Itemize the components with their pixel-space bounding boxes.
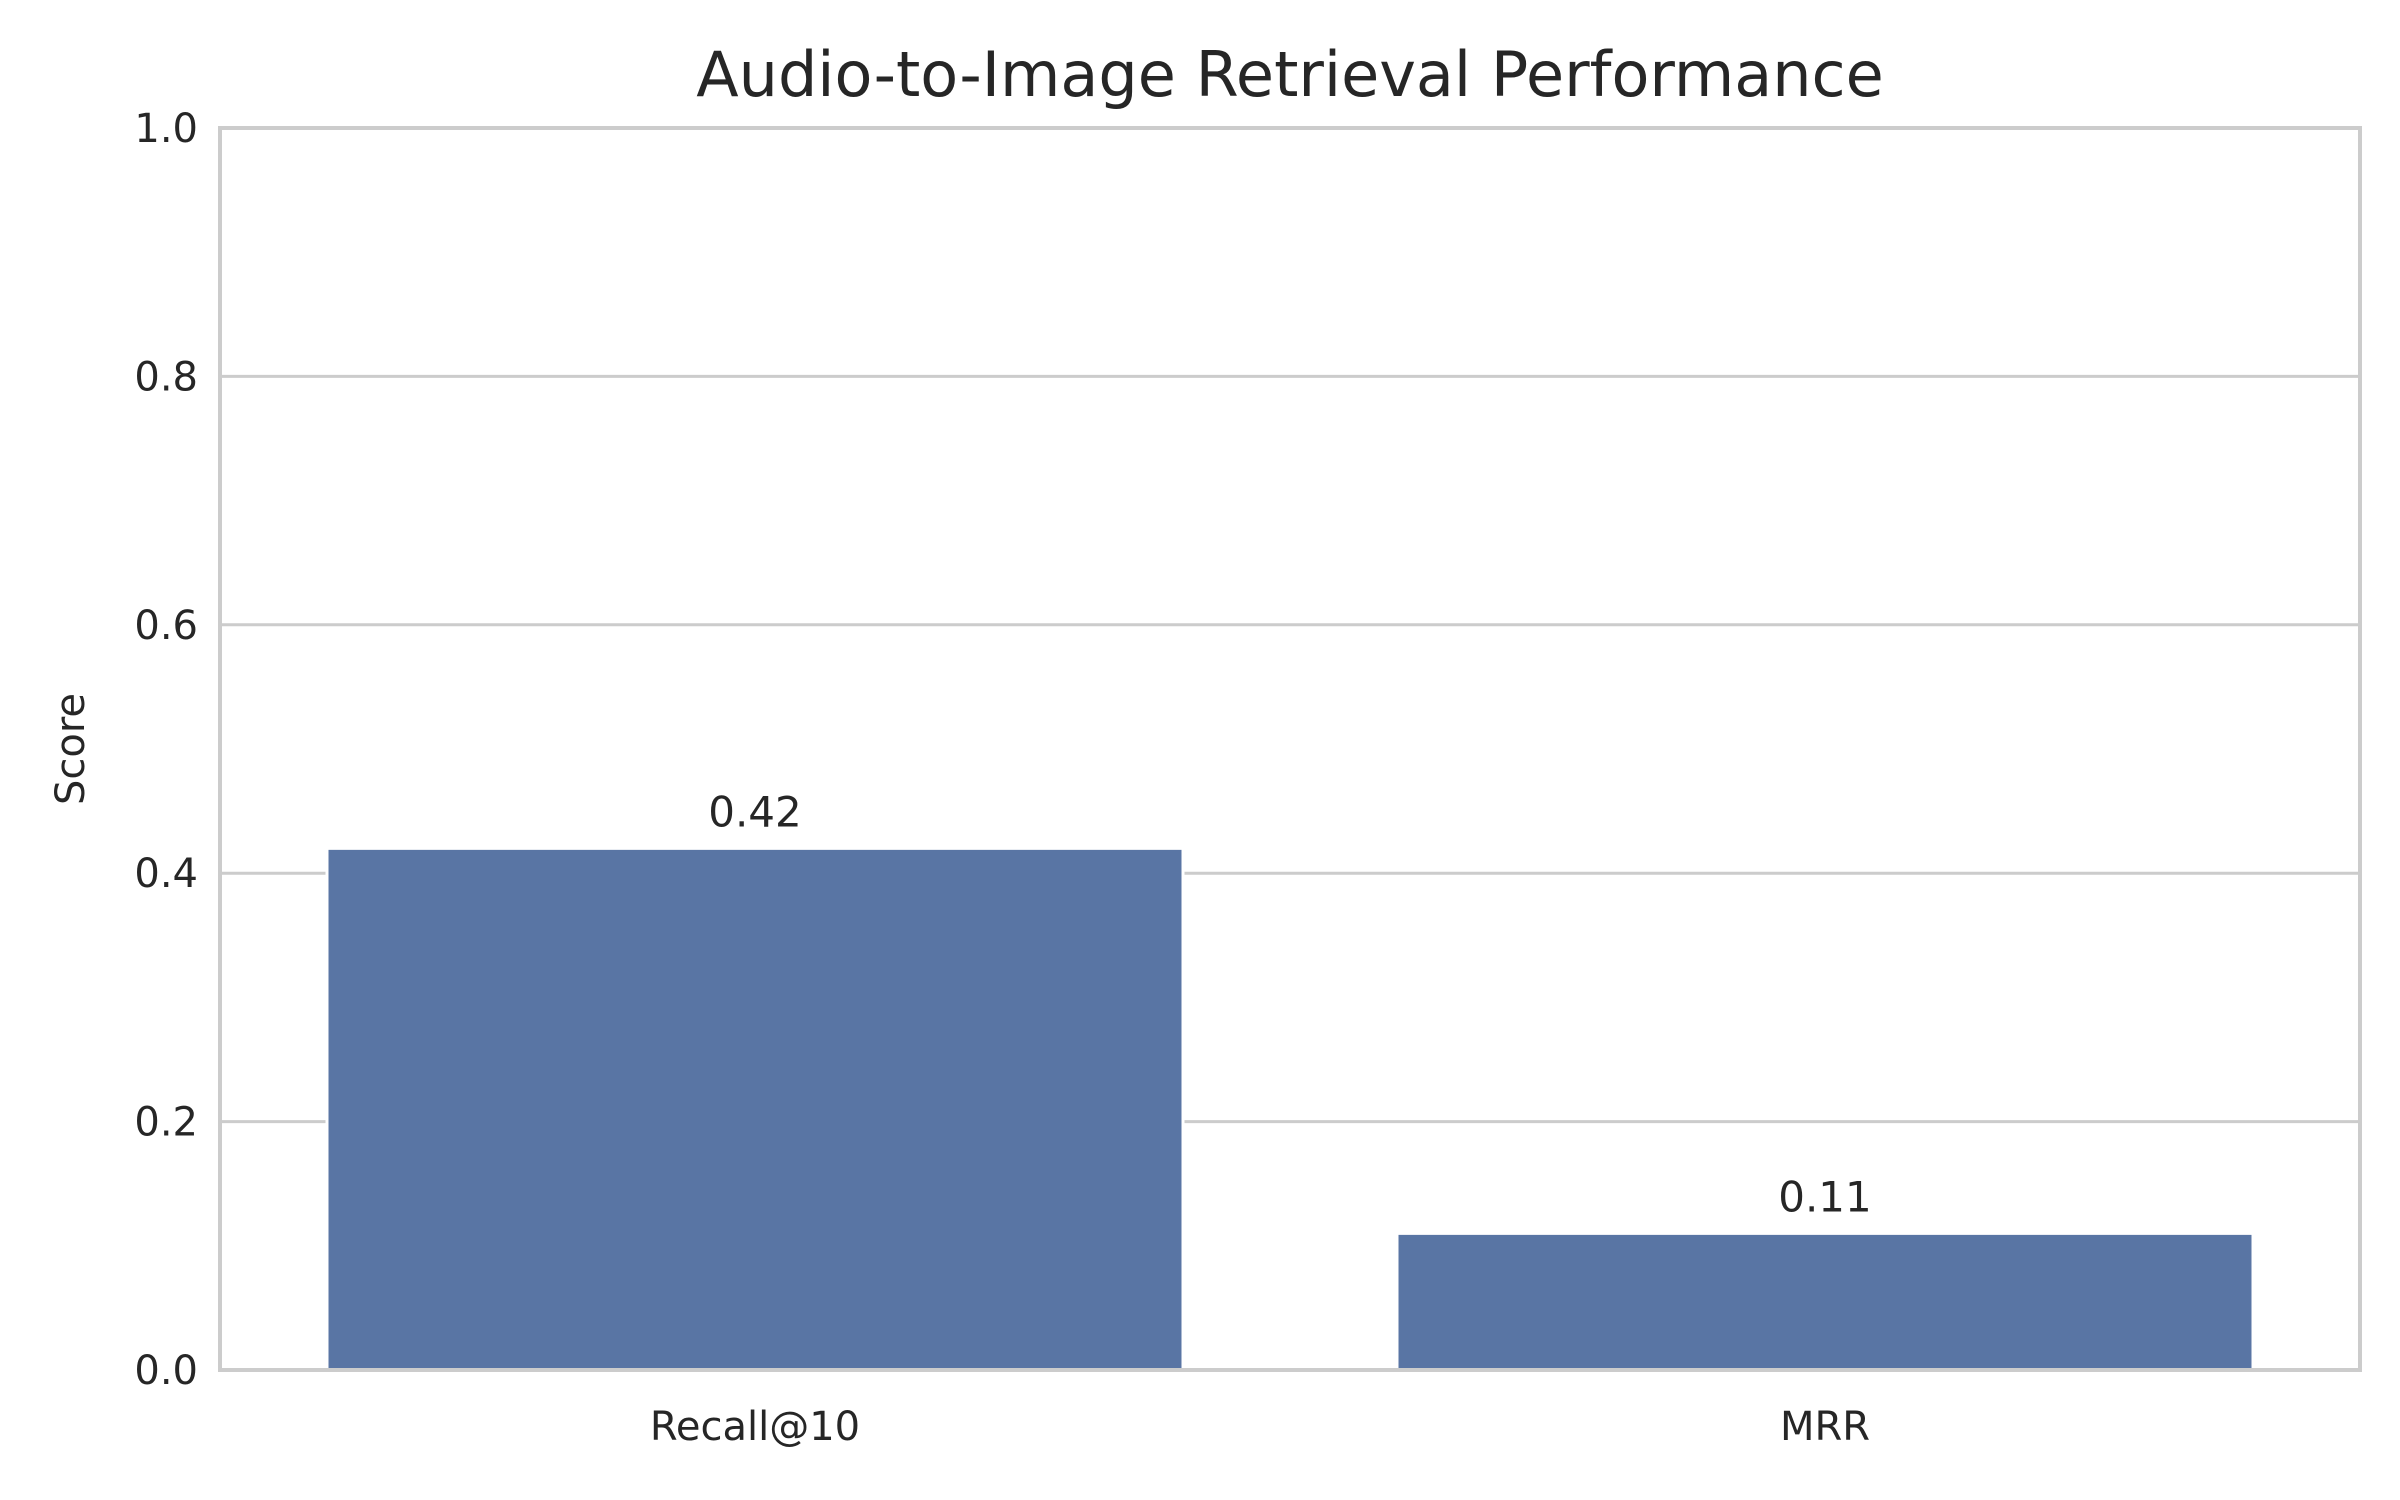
y-tick-label: 0.0 bbox=[134, 1348, 198, 1394]
y-tick-label: 0.8 bbox=[134, 354, 198, 400]
y-tick-label: 0.2 bbox=[134, 1100, 198, 1146]
bar-value-label: 0.11 bbox=[1778, 1172, 1872, 1221]
bar-value-label: 0.42 bbox=[708, 787, 802, 836]
bar bbox=[325, 846, 1185, 1372]
x-tick-label: MRR bbox=[1780, 1404, 1870, 1450]
y-tick-label: 0.4 bbox=[134, 851, 198, 897]
bar bbox=[1395, 1231, 2255, 1372]
y-axis-label: Score bbox=[48, 693, 94, 805]
y-tick-label: 1.0 bbox=[134, 106, 198, 152]
data-labels: 0.42 0.11 bbox=[708, 787, 1872, 1221]
x-axis-ticks: Recall@10 MRR bbox=[650, 1404, 1870, 1450]
y-axis-ticks: 0.0 0.2 0.4 0.6 0.8 1.0 bbox=[134, 106, 198, 1394]
x-tick-label: Recall@10 bbox=[650, 1404, 860, 1450]
y-tick-label: 0.6 bbox=[134, 603, 198, 649]
bars bbox=[325, 846, 2255, 1372]
chart-title: Audio-to-Image Retrieval Performance bbox=[696, 38, 1884, 111]
plot-frame bbox=[218, 126, 2362, 1372]
